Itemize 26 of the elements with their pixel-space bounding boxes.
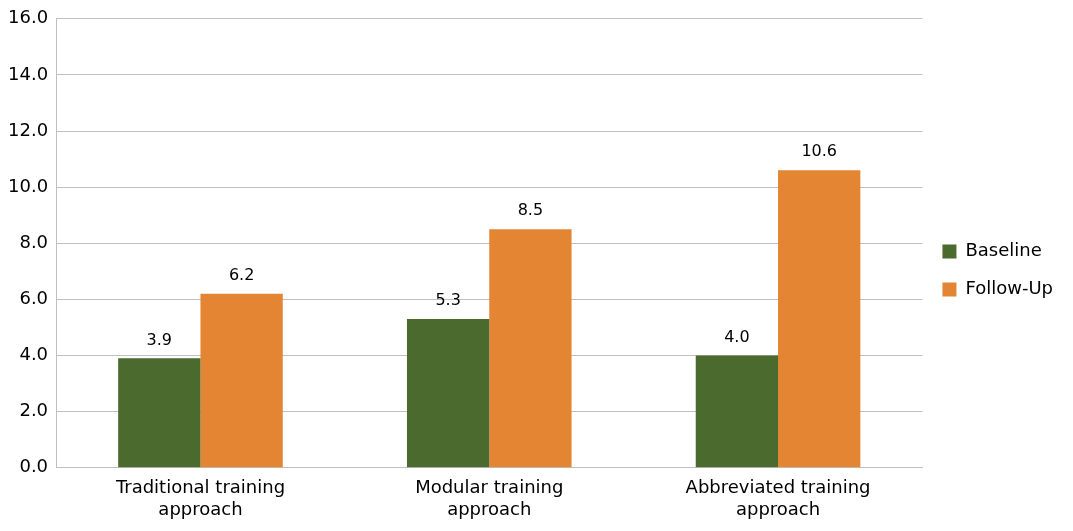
bar <box>200 293 283 468</box>
bar <box>406 319 490 468</box>
legend-label: Baseline <box>965 239 1042 261</box>
bar <box>695 355 779 468</box>
bar <box>778 170 861 468</box>
x-tick-label: Traditional training approach <box>114 476 286 519</box>
data-label: 5.3 <box>435 290 461 310</box>
y-tick-label: 16.0 <box>8 6 49 28</box>
data-label: 3.9 <box>146 329 173 349</box>
y-tick-label: 4.0 <box>19 343 49 365</box>
y-tick-label: 8.0 <box>19 230 49 252</box>
x-tick-label: Modular training approach <box>415 476 564 519</box>
data-label: 8.5 <box>517 200 544 220</box>
y-tick-label: 2.0 <box>19 399 49 421</box>
bar <box>489 229 572 468</box>
bar <box>118 358 201 468</box>
y-tick-label: 10.0 <box>8 174 49 196</box>
y-tick-label: 0.0 <box>19 455 49 477</box>
data-label: 6.2 <box>228 264 255 284</box>
data-label: 4.0 <box>724 326 750 346</box>
data-label: 10.6 <box>801 141 838 161</box>
legend-label: Follow-Up <box>965 277 1054 299</box>
y-tick-label: 6.0 <box>19 287 49 309</box>
y-tick-label: 12.0 <box>8 118 49 140</box>
x-tick-label: Abbreviated training approach <box>685 476 871 519</box>
y-tick-label: 14.0 <box>8 62 49 84</box>
